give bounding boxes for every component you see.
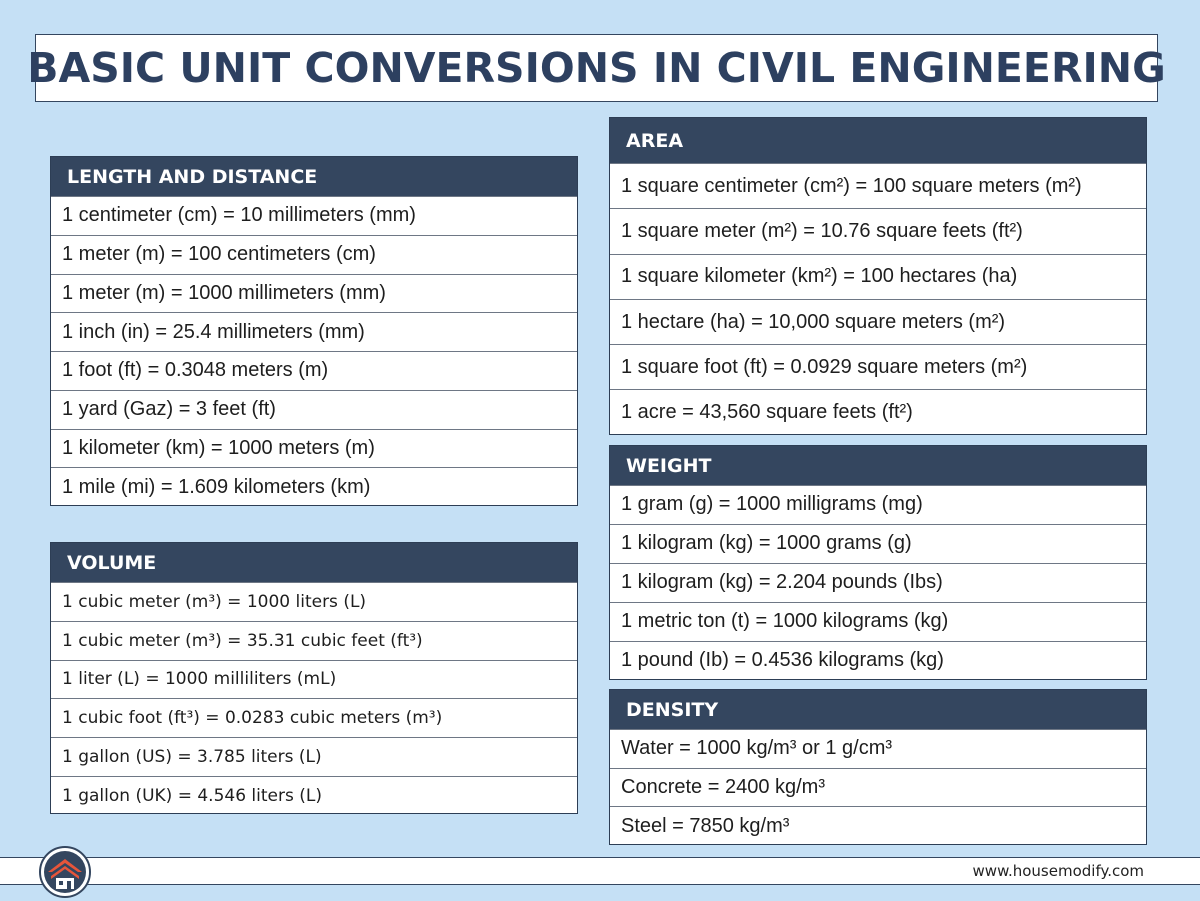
table-row: 1 meter (m) = 1000 millimeters (mm) <box>51 273 577 313</box>
table-row: 1 liter (L) = 1000 milliliters (mL) <box>51 659 577 699</box>
table-row: 1 kilogram (kg) = 2.204 pounds (Ibs) <box>610 562 1146 602</box>
length-heading: LENGTH AND DISTANCE <box>51 157 577 196</box>
table-row: 1 square kilometer (km²) = 100 hectares … <box>610 253 1146 299</box>
table-row: 1 mile (mi) = 1.609 kilometers (km) <box>51 467 577 506</box>
table-row: 1 metric ton (t) = 1000 kilograms (kg) <box>610 601 1146 641</box>
table-row: Concrete = 2400 kg/m³ <box>610 767 1146 807</box>
weight-heading: WEIGHT <box>610 446 1146 485</box>
table-row: 1 meter (m) = 100 centimeters (cm) <box>51 234 577 274</box>
table-row: 1 cubic foot (ft³) = 0.0283 cubic meters… <box>51 698 577 737</box>
table-row: 1 acre = 43,560 square feets (ft²) <box>610 389 1146 434</box>
table-row: 1 cubic meter (m³) = 35.31 cubic feet (f… <box>51 620 577 660</box>
footer-bar <box>0 857 1200 885</box>
table-row: 1 yard (Gaz) = 3 feet (ft) <box>51 389 577 429</box>
table-row: 1 kilogram (kg) = 1000 grams (g) <box>610 523 1146 563</box>
table-row: Steel = 7850 kg/m³ <box>610 806 1146 845</box>
density-heading: DENSITY <box>610 690 1146 729</box>
volume-table: VOLUME 1 cubic meter (m³) = 1000 liters … <box>50 542 578 814</box>
table-row: 1 gallon (US) = 3.785 liters (L) <box>51 737 577 776</box>
page-title: BASIC UNIT CONVERSIONS IN CIVIL ENGINEER… <box>27 44 1166 92</box>
table-row: 1 kilometer (km) = 1000 meters (m) <box>51 428 577 468</box>
density-table: DENSITY Water = 1000 kg/m³ or 1 g/cm³ Co… <box>609 689 1147 845</box>
table-row: 1 pound (Ib) = 0.4536 kilograms (kg) <box>610 640 1146 680</box>
table-row: 1 gram (g) = 1000 milligrams (mg) <box>610 485 1146 524</box>
title-box: BASIC UNIT CONVERSIONS IN CIVIL ENGINEER… <box>27 34 1166 102</box>
table-row: 1 centimeter (cm) = 10 millimeters (mm) <box>51 196 577 235</box>
length-distance-table: LENGTH AND DISTANCE 1 centimeter (cm) = … <box>50 156 578 506</box>
weight-table: WEIGHT 1 gram (g) = 1000 milligrams (mg)… <box>609 445 1147 680</box>
area-table: AREA 1 square centimeter (cm²) = 100 squ… <box>609 117 1147 435</box>
house-logo-icon <box>39 846 91 898</box>
table-row: 1 square centimeter (cm²) = 100 square m… <box>610 163 1146 208</box>
table-row: 1 hectare (ha) = 10,000 square meters (m… <box>610 298 1146 344</box>
volume-heading: VOLUME <box>51 543 577 582</box>
table-row: 1 cubic meter (m³) = 1000 liters (L) <box>51 582 577 621</box>
area-heading: AREA <box>610 118 1146 163</box>
table-row: 1 gallon (UK) = 4.546 liters (L) <box>51 775 577 815</box>
table-row: Water = 1000 kg/m³ or 1 g/cm³ <box>610 729 1146 768</box>
footer-url[interactable]: www.housemodify.com <box>972 862 1144 880</box>
table-row: 1 foot (ft) = 0.3048 meters (m) <box>51 351 577 390</box>
table-row: 1 square foot (ft) = 0.0929 square meter… <box>610 344 1146 389</box>
table-row: 1 inch (in) = 25.4 millimeters (mm) <box>51 312 577 351</box>
table-row: 1 square meter (m²) = 10.76 square feets… <box>610 208 1146 253</box>
